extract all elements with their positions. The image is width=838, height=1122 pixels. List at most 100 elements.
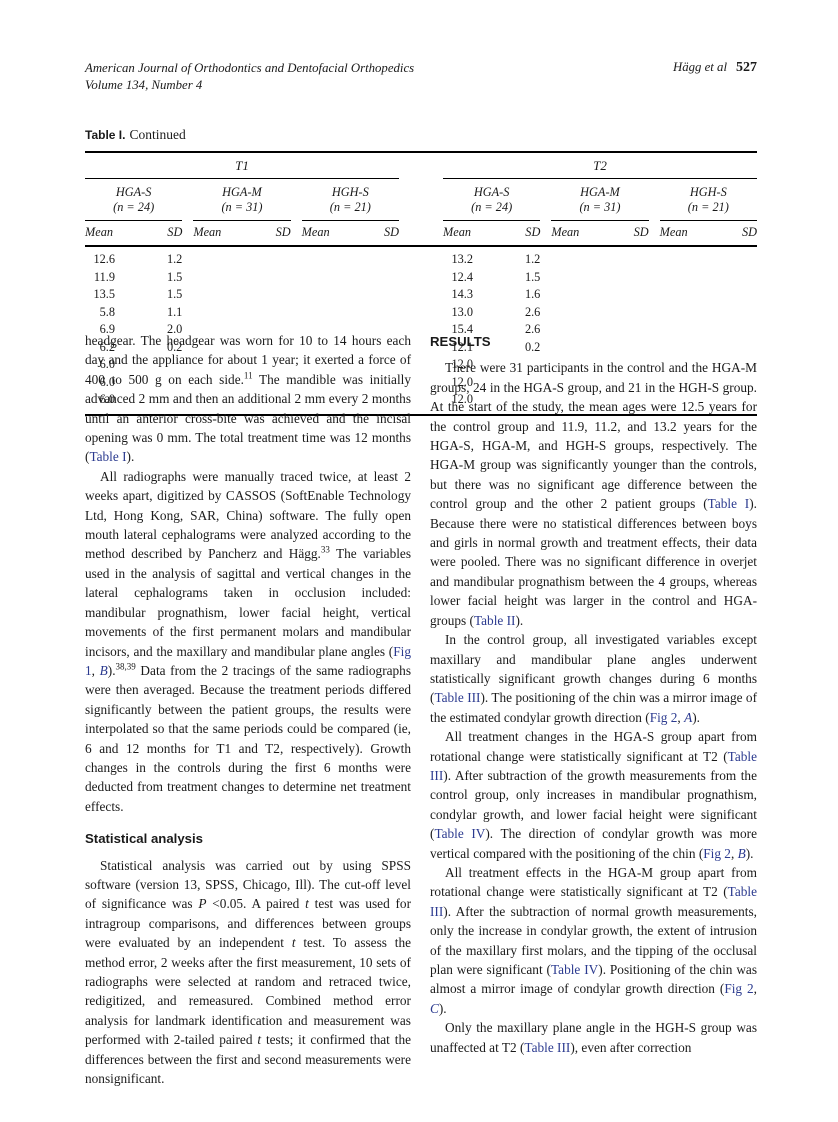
cross-reference-link[interactable]: C — [430, 1000, 439, 1016]
paragraph: Statistical analysis was carried out by … — [85, 856, 411, 1089]
sd-value: 2.6 — [524, 322, 541, 336]
cross-reference-link[interactable]: Fig 2 — [724, 981, 754, 997]
running-head-right: Hägg et al 527 — [673, 60, 757, 76]
cross-reference-link[interactable]: Table I — [89, 449, 127, 465]
table-mid-rule — [85, 245, 757, 247]
group-header: HGA-S (n = 24) — [85, 185, 183, 221]
mean-value: 6.9 — [99, 322, 115, 336]
sd-value: 0.2 — [524, 339, 541, 354]
mean-column-header: Mean — [659, 225, 688, 239]
period-rule — [85, 178, 399, 179]
text-run: , — [91, 662, 100, 678]
journal-volume: Volume 134, Number 4 — [85, 77, 203, 92]
cross-reference-link[interactable]: Fig 2 — [703, 845, 731, 861]
mean-value: 13.2 — [451, 252, 473, 266]
superscript-reference: 33 — [320, 545, 330, 556]
text-run: , — [753, 981, 757, 997]
cross-reference-link[interactable]: Table I — [707, 496, 750, 512]
sd-column-header: SD — [633, 225, 649, 239]
sd-value: 2.6 — [524, 304, 541, 319]
mean-column-header: Mean — [301, 225, 330, 239]
group-rule — [85, 220, 183, 221]
cross-reference-link[interactable]: Table III — [430, 884, 757, 919]
cross-reference-link[interactable]: Table III — [524, 1039, 571, 1055]
group-sample-size: (n = 31) — [221, 200, 263, 214]
group-rule — [193, 220, 291, 221]
group-sample-size: (n = 24) — [471, 200, 513, 214]
sd-value: 1.5 — [524, 269, 541, 284]
paragraph: All treatment effects in the HGA-M group… — [430, 863, 757, 1018]
mean-sd-pair: Mean SD — [85, 225, 182, 240]
table-cell-pair: 12.0 — [443, 356, 540, 374]
table-cell-pair: 12.0 — [443, 374, 540, 392]
group-name: HGH-S — [331, 185, 369, 199]
table-cell-pair: 14.3 1.6 — [443, 286, 540, 304]
table-body: 12.6 1.2 11.9 1.5 13.5 1.5 13.2 1.2 12.4 1.5 14.3 1… — [85, 247, 757, 414]
table-row: 12.6 1.2 11.9 1.5 13.5 1.5 13.2 1.2 12.4 1.5 14.3 1… — [85, 251, 757, 304]
sd-value: 1.6 — [524, 287, 541, 301]
group-name: HGA-S — [115, 185, 152, 199]
sd-value: 2.0 — [166, 322, 183, 336]
section-heading: Statistical analysis — [85, 831, 204, 847]
table-cell-pair: 6.0 — [85, 356, 182, 374]
table-cell-pair: 12.1 0.2 — [443, 339, 540, 357]
sd-column-header: SD — [741, 225, 757, 239]
mean-sd-pair: Mean SD — [551, 225, 648, 240]
group-header: HGA-M (n = 31) — [193, 185, 291, 221]
mean-sd-pair: Mean SD — [302, 225, 399, 240]
table-cell-pair: 13.5 1.5 — [85, 286, 182, 304]
mean-value: 5.8 — [99, 304, 115, 319]
journal-title: American Journal of Orthodontics and Den… — [85, 61, 415, 75]
table-title-continued: Continued — [129, 127, 186, 142]
text-run: ). — [438, 1000, 447, 1016]
cross-reference-link[interactable]: Fig 1 — [85, 643, 411, 678]
text-run: <0.05. A paired — [206, 896, 306, 912]
table-cell-pair: 5.8 1.1 — [85, 304, 183, 322]
table-row-half: 12.0 12.0 12.0 — [443, 356, 757, 409]
cross-reference-link[interactable]: A — [684, 709, 693, 725]
mean-sd-pair: Mean SD — [443, 225, 540, 240]
journal-info: American Journal of Orthodontics and Den… — [85, 60, 414, 93]
text-run: ). Positioning of the chin was almost a … — [430, 962, 757, 997]
group-name: HGA-S — [473, 185, 510, 199]
group-header: HGH-S (n = 21) — [659, 185, 757, 221]
cross-reference-link[interactable]: Table IV — [550, 962, 599, 977]
cross-reference-link[interactable]: Table III — [434, 690, 481, 706]
text-run: Statistical analysis was carried out by … — [85, 857, 411, 912]
text-run: P — [198, 896, 207, 912]
mean-value: 13.0 — [451, 304, 473, 319]
text-run: ), even after correction — [570, 1039, 692, 1055]
text-run: test was used for intragroup comparisons… — [85, 896, 412, 951]
cross-reference-link[interactable]: Table II — [473, 612, 516, 628]
mean-value: 12.4 — [451, 269, 473, 284]
group-header: HGA-M (n = 31) — [551, 185, 649, 221]
cross-reference-link[interactable]: Table III — [430, 748, 757, 783]
table-top-rule — [85, 151, 757, 153]
period-label: T2 — [593, 158, 607, 173]
sd-value: 1.5 — [166, 269, 183, 284]
cross-reference-link[interactable]: Table IV — [434, 826, 486, 842]
table-row: 5.8 1.1 6.9 2.0 6.2 0.2 13.0 2.6 15.4 2.6 12.1 0.2 — [85, 304, 757, 357]
mean-value: 12.0 — [451, 374, 473, 389]
mean-value: 14.3 — [451, 287, 473, 301]
cross-reference-link[interactable]: Fig 2 — [649, 709, 678, 725]
cross-reference-link[interactable]: B — [737, 845, 746, 861]
text-run: In the control group, all investigated v… — [430, 632, 757, 706]
paragraph: All treatment changes in the HGA-S group… — [430, 727, 757, 863]
superscript-reference: 38,39 — [115, 661, 136, 672]
cross-reference-link[interactable]: B — [99, 662, 108, 678]
sd-value: 1.2 — [524, 252, 541, 266]
sd-value: 1.2 — [166, 252, 183, 266]
text-run: ). After subtraction of the growth measu… — [430, 767, 757, 842]
column-header-row: Mean SD Mean SD Mean SD — [85, 221, 399, 245]
mean-value: 13.5 — [93, 287, 115, 301]
group-name: HGH-S — [689, 185, 727, 199]
running-authors: Hägg et al — [672, 60, 727, 74]
mean-value: 6.0 — [99, 392, 115, 406]
mean-value: 12.0 — [451, 357, 473, 371]
group-rule — [551, 220, 649, 221]
table-bottom-rule — [85, 413, 757, 416]
mean-column-header: Mean — [193, 225, 222, 239]
paragraph: Only the maxillary plane angle in the HG… — [430, 1018, 757, 1057]
mean-value: 6.0 — [99, 357, 115, 371]
